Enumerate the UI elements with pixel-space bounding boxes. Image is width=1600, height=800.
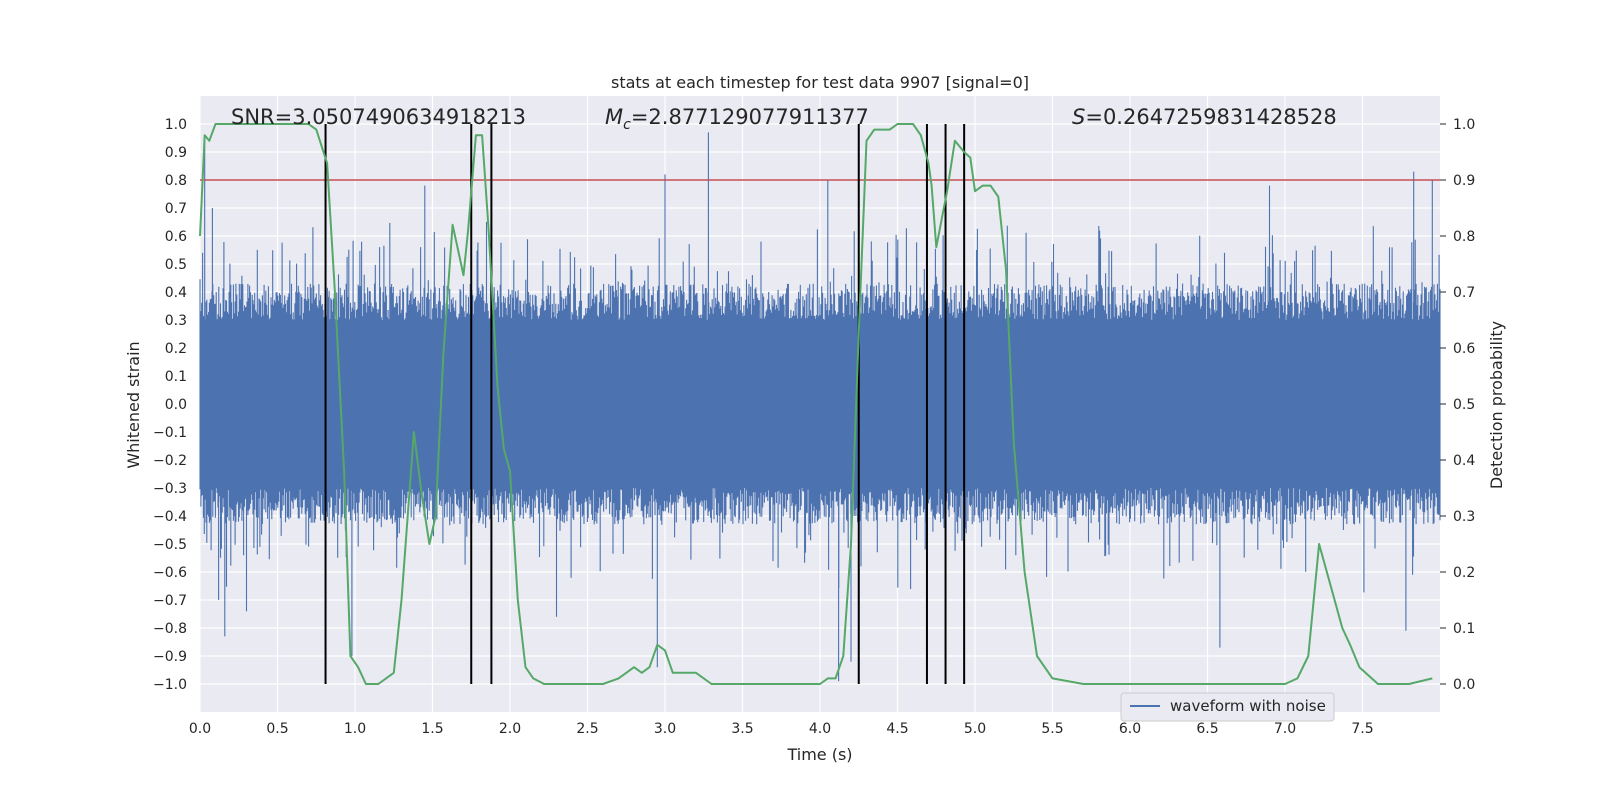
x-tick-label: 7.5 bbox=[1351, 721, 1373, 737]
y2-tick-label: 0.9 bbox=[1453, 173, 1475, 189]
x-tick-label: 7.0 bbox=[1274, 721, 1296, 737]
detection-probability-series bbox=[199, 123, 1433, 685]
y2-tick-label: 0.1 bbox=[1453, 621, 1475, 637]
y2-tick-label: 0.5 bbox=[1453, 397, 1475, 413]
y-tick-label: 0.4 bbox=[165, 285, 187, 301]
detection-probability-line bbox=[199, 123, 1433, 685]
x-tick-labels: 0.0 0.5 1.0 1.5 2.0 2.5 3.0 3.5 4.0 4.5 5.0 5.5 6.0 6… bbox=[189, 721, 1374, 737]
y-tick-label: 0.8 bbox=[165, 173, 187, 189]
y-tick-label: −0.8 bbox=[153, 621, 187, 637]
chirp-mass-annotation: Mc=2.877129077911377 bbox=[605, 105, 869, 133]
chirp-mass-subscript: c bbox=[623, 117, 631, 133]
y-tick-label: 0.1 bbox=[165, 369, 187, 385]
y-tick-label: 0.0 bbox=[165, 397, 187, 413]
x-tick-label: 2.0 bbox=[499, 721, 521, 737]
chirp-mass-value: =2.877129077911377 bbox=[631, 105, 869, 129]
legend-box bbox=[1120, 692, 1335, 722]
vertical-lines-group bbox=[324, 124, 966, 684]
chirp-mass-symbol: M bbox=[605, 105, 623, 129]
x-axis-label: Time (s) bbox=[786, 745, 852, 764]
x-tick-label: 5.5 bbox=[1041, 721, 1063, 737]
x-tick-label: 3.0 bbox=[654, 721, 676, 737]
x-tick-label: 6.5 bbox=[1196, 721, 1218, 737]
x-tick-label: 1.0 bbox=[344, 721, 366, 737]
y2-tick-label: 0.0 bbox=[1453, 677, 1475, 693]
y2-tick-label: 0.6 bbox=[1453, 341, 1475, 357]
y-tick-label: −0.4 bbox=[153, 509, 187, 525]
y-tick-label: −0.1 bbox=[153, 425, 187, 441]
x-tick-label: 0.0 bbox=[189, 721, 211, 737]
y-tick-label: 0.2 bbox=[165, 341, 187, 357]
waveform-with-noise-series bbox=[199, 132, 1441, 682]
y2-tick-label: 0.3 bbox=[1453, 509, 1475, 525]
y2-tick-label: 0.8 bbox=[1453, 229, 1475, 245]
y2-tick-label: 0.4 bbox=[1453, 453, 1475, 469]
legend: waveform with noise bbox=[1120, 692, 1335, 722]
s-value: =0.2647259831428528 bbox=[1085, 105, 1336, 129]
y-tick-label: −1.0 bbox=[153, 677, 187, 693]
y-axis-label: Whitened strain bbox=[124, 341, 143, 468]
y2-tick-labels: 1.0 0.9 0.8 0.7 0.6 0.5 0.4 0.3 0.2 0.1 0.0 bbox=[1440, 117, 1475, 693]
y2-tick-label: 1.0 bbox=[1453, 117, 1475, 133]
x-tick-label: 4.0 bbox=[809, 721, 831, 737]
x-tick-label: 5.0 bbox=[964, 721, 986, 737]
y-tick-label: 0.6 bbox=[165, 229, 187, 245]
x-tick-label: 2.5 bbox=[576, 721, 598, 737]
waveform-core-band bbox=[200, 320, 1440, 488]
x-tick-label: 0.5 bbox=[266, 721, 288, 737]
y-tick-label: 0.7 bbox=[165, 201, 187, 217]
y-tick-label: −0.9 bbox=[153, 649, 187, 665]
s-annotation: S=0.2647259831428528 bbox=[1072, 105, 1337, 129]
y-tick-label: 0.5 bbox=[165, 257, 187, 273]
s-symbol: S bbox=[1072, 105, 1085, 129]
x-tick-label: 1.5 bbox=[421, 721, 443, 737]
chart-title: stats at each timestep for test data 990… bbox=[611, 73, 1029, 92]
y-tick-label: 1.0 bbox=[165, 117, 187, 133]
y-tick-labels: 1.0 0.9 0.8 0.7 0.6 0.5 0.4 0.3 0.2 0.1 0.0 −0.1 −0.… bbox=[153, 117, 187, 693]
y-tick-label: −0.5 bbox=[153, 537, 187, 553]
y2-tick-label: 0.2 bbox=[1453, 565, 1475, 581]
x-tick-label: 4.5 bbox=[886, 721, 908, 737]
y-tick-label: −0.6 bbox=[153, 565, 187, 581]
snr-annotation: SNR=3.0507490634918213 bbox=[231, 105, 526, 129]
x-tick-label: 6.0 bbox=[1119, 721, 1141, 737]
y-tick-label: −0.2 bbox=[153, 453, 187, 469]
legend-label: waveform with noise bbox=[1170, 697, 1326, 715]
y-tick-label: −0.7 bbox=[153, 593, 187, 609]
y2-axis-label: Detection probability bbox=[1487, 321, 1506, 489]
y-tick-label: −0.3 bbox=[153, 481, 187, 497]
y-tick-label: 0.9 bbox=[165, 145, 187, 161]
x-tick-label: 3.5 bbox=[731, 721, 753, 737]
y-tick-label: 0.3 bbox=[165, 313, 187, 329]
y2-tick-label: 0.7 bbox=[1453, 285, 1475, 301]
